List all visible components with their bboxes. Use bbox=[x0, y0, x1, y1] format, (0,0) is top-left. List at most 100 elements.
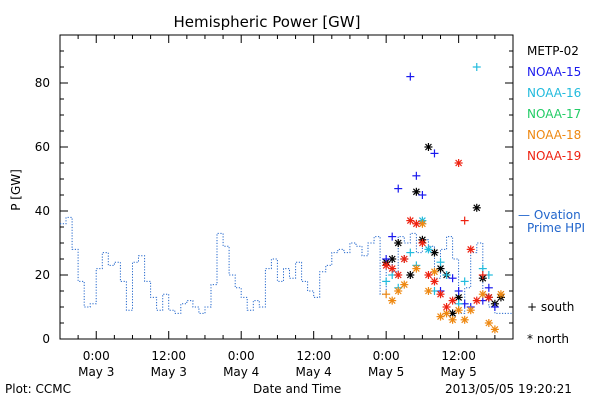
chart-title: Hemispheric Power [GW] bbox=[174, 13, 361, 31]
point-noaa-15-south bbox=[388, 232, 397, 241]
point-stroke bbox=[485, 293, 493, 301]
point-noaa-19-north bbox=[484, 293, 493, 302]
ovation-hpi-line bbox=[60, 216, 513, 314]
y-axis: 0 20 40 60 80 bbox=[35, 34, 513, 346]
point-noaa-19-north bbox=[424, 271, 433, 279]
legend-noaa-19: NOAA-19 bbox=[527, 149, 582, 163]
point-stroke bbox=[497, 290, 505, 298]
point-noaa-18-north bbox=[484, 319, 493, 327]
legend-north-marker: * north bbox=[527, 332, 570, 346]
y-axis-label: P [GW] bbox=[9, 169, 23, 211]
x-tick-time-label: 12:00 bbox=[151, 349, 186, 363]
point-metp-02-north bbox=[430, 248, 439, 257]
point-stroke bbox=[443, 309, 450, 317]
point-noaa-15-south bbox=[394, 184, 403, 193]
x-axis: 0:00 May 3 12:00 May 3 0:00 May 4 12:00 May 4 0:… bbox=[59, 35, 514, 379]
point-stroke bbox=[449, 297, 457, 305]
point-stroke bbox=[449, 309, 457, 317]
point-stroke bbox=[491, 325, 499, 333]
plot-frame bbox=[59, 34, 514, 340]
point-noaa-19-north bbox=[412, 219, 421, 228]
y-tick-label: 60 bbox=[35, 140, 50, 154]
point-stroke bbox=[394, 239, 402, 247]
point-stroke bbox=[388, 265, 396, 273]
y-tick-label: 0 bbox=[42, 332, 50, 346]
point-metp-02-north bbox=[412, 187, 421, 196]
point-stroke bbox=[388, 297, 396, 305]
point-stroke bbox=[394, 271, 402, 279]
point-stroke bbox=[400, 255, 408, 263]
x-tick-date-label: May 3 bbox=[78, 365, 114, 379]
point-metp-02-north bbox=[436, 264, 445, 273]
point-noaa-15-south bbox=[448, 274, 457, 283]
y-tick-label: 40 bbox=[35, 204, 50, 218]
point-stroke bbox=[437, 265, 444, 273]
legend-metp-02: METP-02 bbox=[527, 44, 579, 58]
point-stroke bbox=[412, 220, 420, 228]
point-stroke bbox=[394, 287, 402, 295]
point-stroke bbox=[406, 271, 414, 279]
point-noaa-18-south bbox=[382, 290, 391, 299]
point-noaa-18-north bbox=[460, 315, 469, 324]
point-stroke bbox=[455, 306, 463, 314]
legend-noaa-18: NOAA-18 bbox=[527, 128, 582, 142]
legend-noaa-15: NOAA-15 bbox=[527, 65, 582, 79]
legend-noaa-17: NOAA-17 bbox=[527, 107, 582, 121]
point-stroke bbox=[412, 265, 420, 273]
y-tick-label: 20 bbox=[35, 268, 50, 282]
point-noaa-19-north bbox=[382, 261, 391, 270]
point-noaa-18-north bbox=[490, 325, 499, 334]
point-stroke bbox=[467, 245, 475, 253]
point-noaa-16-south bbox=[406, 248, 415, 257]
point-stroke bbox=[443, 303, 450, 311]
point-noaa-16-south bbox=[442, 271, 451, 279]
point-stroke bbox=[437, 313, 444, 321]
point-noaa-18-north bbox=[466, 306, 475, 315]
point-noaa-15-south bbox=[418, 191, 427, 199]
x-tick-date-label: May 3 bbox=[151, 365, 187, 379]
point-noaa-15-south bbox=[406, 72, 415, 81]
point-noaa-19-north bbox=[388, 264, 397, 273]
point-noaa-18-north bbox=[496, 290, 505, 299]
point-noaa-15-south bbox=[484, 283, 493, 292]
point-stroke bbox=[467, 306, 475, 314]
point-metp-02-north bbox=[472, 203, 481, 212]
point-noaa-19-south bbox=[460, 216, 469, 225]
point-stroke bbox=[461, 316, 469, 324]
point-stroke bbox=[425, 287, 432, 295]
point-noaa-19-north bbox=[394, 271, 403, 279]
x-axis-title: Date and Time bbox=[253, 382, 342, 396]
point-noaa-18-north bbox=[424, 287, 433, 295]
point-noaa-15-south bbox=[430, 149, 439, 158]
point-stroke bbox=[473, 204, 481, 212]
point-noaa-18-north bbox=[454, 306, 463, 315]
point-noaa-19-north bbox=[442, 303, 451, 311]
point-noaa-16-south bbox=[436, 258, 445, 267]
point-stroke bbox=[418, 220, 426, 228]
point-stroke bbox=[431, 268, 438, 276]
x-tick-time-label: 0:00 bbox=[83, 349, 110, 363]
point-stroke bbox=[485, 319, 493, 327]
point-noaa-16-north bbox=[424, 245, 433, 254]
legend-noaa-16: NOAA-16 bbox=[527, 86, 582, 100]
point-noaa-19-north bbox=[448, 296, 457, 305]
point-stroke bbox=[431, 277, 438, 285]
point-stroke bbox=[425, 271, 432, 279]
point-noaa-19-north bbox=[466, 245, 475, 254]
ovation-series bbox=[60, 216, 513, 314]
point-noaa-16-south bbox=[382, 277, 391, 286]
x-tick-time-label: 12:00 bbox=[296, 349, 331, 363]
point-stroke bbox=[431, 249, 438, 257]
point-stroke bbox=[425, 143, 432, 151]
plot-timestamp: 2013/05/05 19:20:21 bbox=[445, 382, 572, 396]
x-tick-date-label: May 5 bbox=[368, 365, 404, 379]
point-metp-02-north bbox=[406, 271, 415, 279]
point-noaa-18-north bbox=[388, 296, 397, 305]
point-noaa-18-north bbox=[478, 290, 487, 299]
point-stroke bbox=[437, 290, 444, 298]
point-noaa-19-north bbox=[454, 159, 463, 167]
point-noaa-19-north bbox=[400, 255, 409, 263]
point-noaa-19-north bbox=[430, 277, 439, 286]
point-stroke bbox=[425, 245, 432, 253]
